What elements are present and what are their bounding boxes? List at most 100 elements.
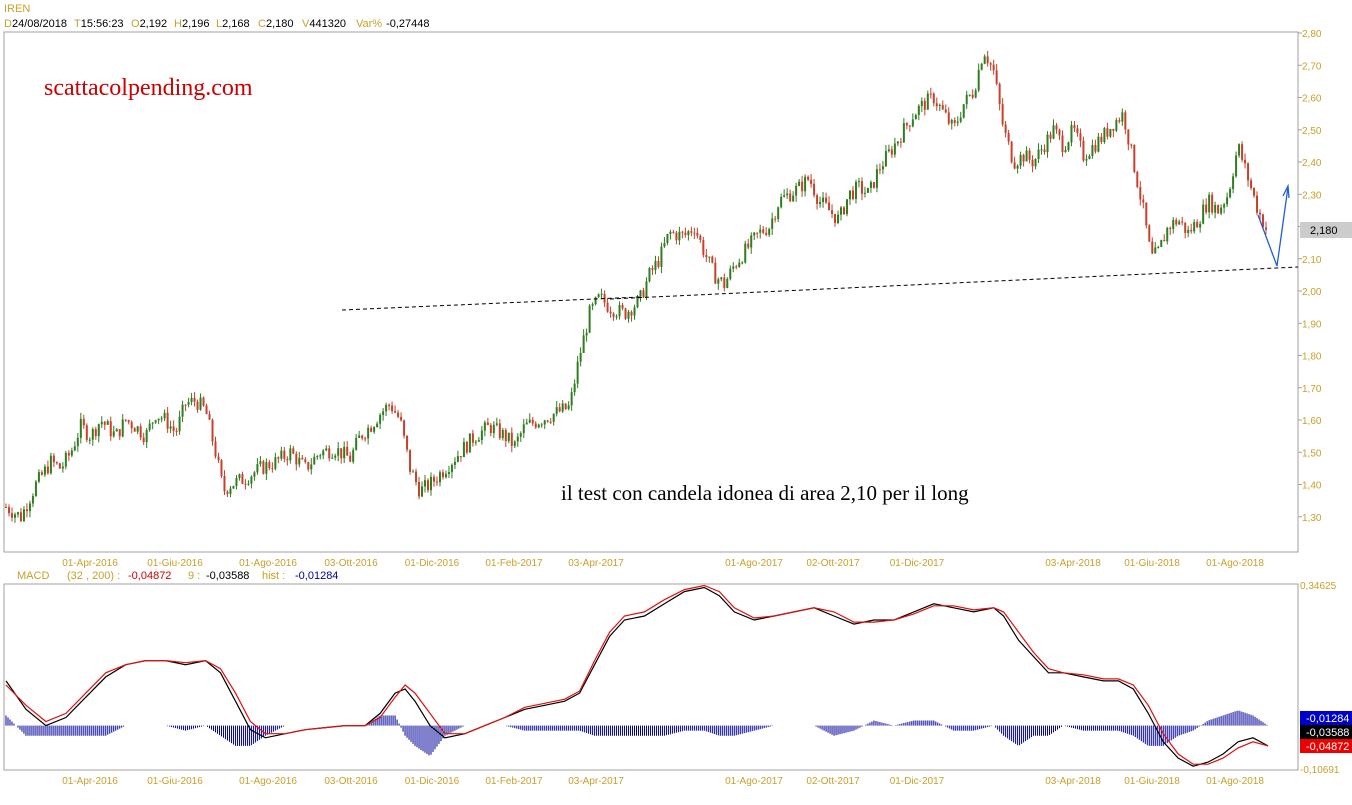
candle-body — [630, 311, 633, 316]
candle-body — [705, 255, 708, 258]
candle-body — [477, 440, 480, 442]
candle-body — [34, 481, 37, 496]
candle-body — [271, 468, 274, 470]
candle-body — [118, 429, 121, 437]
price-x-label: 01-Apr-2016 — [62, 558, 118, 569]
candle-body — [435, 481, 438, 483]
candle-body — [262, 461, 265, 474]
candle-body — [516, 436, 519, 442]
price-x-label: 01-Dic-2017 — [890, 558, 945, 569]
signal-label: 9 : — [188, 570, 200, 582]
candle-body — [295, 453, 298, 465]
candle-body — [735, 266, 738, 268]
candle-body — [277, 457, 280, 459]
price-y-tick-label: 1,30 — [1302, 513, 1322, 524]
candle-body — [1133, 144, 1136, 172]
candle-body — [837, 214, 840, 224]
candle-body — [52, 455, 55, 463]
candle-body — [112, 431, 115, 437]
support-trendline-upper — [341, 296, 641, 311]
candle-body — [1061, 135, 1064, 153]
candle-body — [1142, 199, 1145, 203]
candle-body — [1046, 134, 1049, 153]
candle-body — [690, 231, 693, 233]
watermark: scattacolpending.com — [44, 75, 253, 101]
macd-x-label: 03-Apr-2017 — [568, 776, 624, 787]
candle-body — [31, 495, 34, 504]
open-key: O — [131, 18, 140, 30]
candle-body — [699, 235, 702, 241]
candle-body — [1211, 194, 1214, 213]
candle-body — [956, 121, 959, 123]
candle-body — [244, 483, 247, 485]
candle-body — [16, 512, 19, 515]
candle-body — [286, 458, 289, 461]
candle-body — [238, 474, 241, 479]
candle-body — [106, 421, 109, 425]
candle-body — [857, 181, 860, 183]
candle-body — [510, 432, 513, 446]
candle-body — [756, 232, 759, 234]
price-x-label: 01-Ago-2016 — [239, 558, 297, 569]
candle-body — [265, 462, 268, 474]
price-y-tick-label: 1,50 — [1302, 448, 1322, 459]
candle-body — [232, 485, 235, 489]
price-x-label: 02-Ott-2017 — [806, 558, 860, 569]
candle-body — [558, 407, 561, 412]
candle-body — [908, 125, 911, 127]
candle-body — [1244, 159, 1247, 164]
candle-body — [998, 83, 1001, 105]
price-panel-frame — [3, 31, 1299, 553]
candle-body — [352, 449, 355, 462]
candle-body — [753, 232, 756, 236]
candle-body — [663, 242, 666, 247]
candle-body — [549, 421, 552, 423]
candle-body — [792, 195, 795, 202]
candle-body — [298, 457, 301, 465]
candle-body — [789, 193, 792, 202]
candle-body — [771, 218, 774, 229]
candle-body — [403, 420, 406, 436]
candle-body — [1088, 156, 1091, 159]
candle-body — [127, 420, 130, 423]
candle-body — [1253, 187, 1256, 196]
candle-body — [911, 119, 914, 127]
candle-body — [7, 507, 10, 514]
candle-body — [109, 421, 112, 437]
candle-body — [247, 483, 250, 485]
candle-body — [1013, 162, 1016, 169]
candle-body — [606, 302, 609, 312]
candle-body — [1121, 112, 1124, 122]
svg-text:V441320: V441320 — [302, 18, 346, 30]
candle-body — [154, 420, 157, 423]
candle-body — [409, 449, 412, 472]
candle-body — [70, 450, 73, 456]
candle-body — [199, 397, 202, 410]
candle-body — [1085, 158, 1088, 161]
candle-body — [953, 119, 956, 123]
candle-body — [453, 461, 456, 465]
candle-body — [983, 56, 986, 64]
candle-body — [447, 472, 450, 474]
candle-body — [1187, 229, 1190, 233]
price-x-label: 01-Giu-2016 — [147, 558, 203, 569]
candle-body — [929, 93, 932, 95]
candle-body — [869, 182, 872, 188]
candle-body — [636, 296, 639, 308]
annotation-text: il test con candela idonea di area 2,10 … — [561, 481, 969, 505]
quote-header: D24/08/2018 T15:56:23 O2,192 H2,196 L2,1… — [4, 18, 430, 30]
candle-body — [651, 268, 654, 270]
candle-body — [762, 229, 765, 233]
candle-body — [1139, 187, 1142, 200]
low-key: L — [216, 18, 222, 30]
candle-body — [627, 311, 630, 319]
candle-body — [100, 421, 103, 425]
candle-body — [157, 418, 160, 421]
candle-body — [450, 464, 453, 473]
candle-body — [148, 423, 151, 431]
candle-body — [528, 419, 531, 423]
candle-body — [1223, 204, 1226, 208]
svg-text:D24/08/2018: D24/08/2018 — [4, 18, 67, 30]
candle-body — [1259, 212, 1262, 215]
